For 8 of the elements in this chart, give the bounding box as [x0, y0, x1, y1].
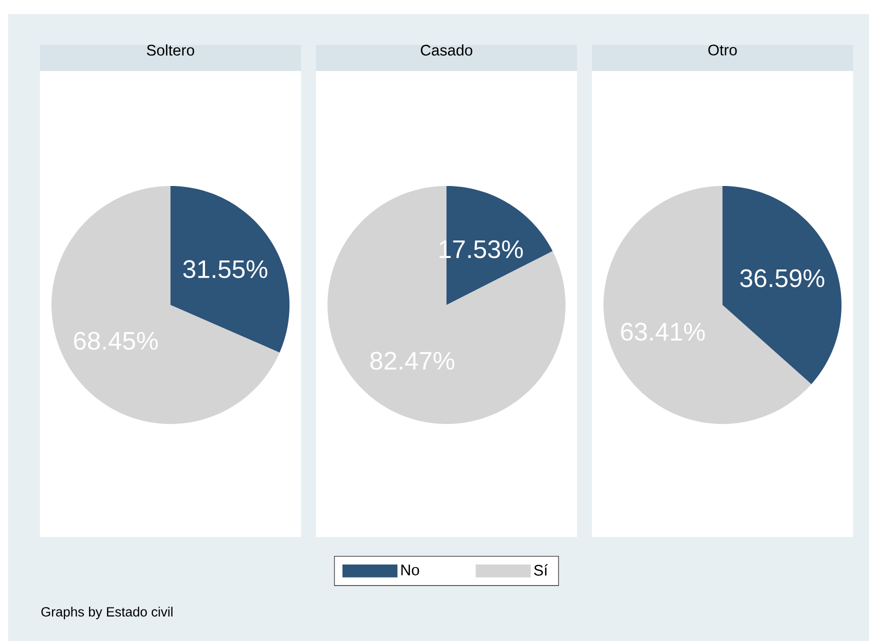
chart-title: Otro — [708, 44, 737, 56]
data-label: 36.59% — [740, 269, 824, 288]
legend-label: Sí — [534, 564, 548, 576]
legend-label: No — [401, 564, 420, 576]
chart-title: Soltero — [146, 44, 194, 56]
data-label: 31.55% — [183, 260, 268, 278]
chart-title: Casado — [420, 44, 472, 56]
text: Graphs by Estado civil — [41, 606, 172, 620]
